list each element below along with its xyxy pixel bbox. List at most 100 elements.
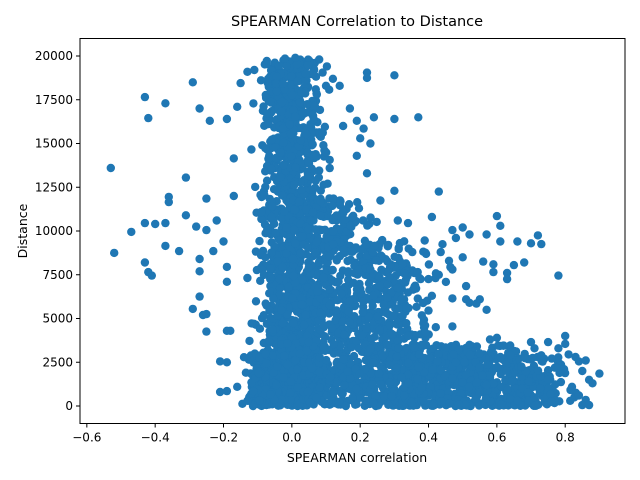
cluster-point [311, 225, 320, 234]
data-point [482, 380, 491, 390]
data-point [530, 344, 539, 353]
cluster-point [308, 140, 317, 149]
data-point [564, 350, 573, 359]
data-point [192, 222, 201, 231]
cluster-point [322, 148, 331, 157]
data-point [492, 333, 502, 342]
cluster-point [478, 371, 487, 380]
cluster-point [404, 379, 413, 388]
cluster-point [329, 227, 338, 236]
cluster-point [339, 245, 348, 255]
data-point [390, 186, 399, 195]
cluster-point [385, 272, 394, 282]
data-point [161, 218, 170, 228]
cluster-point [424, 260, 434, 269]
cluster-point [392, 363, 401, 373]
data-point [229, 154, 238, 163]
data-point [489, 267, 498, 277]
cluster-point [318, 128, 327, 137]
cluster-point [346, 221, 355, 231]
cluster-point [285, 120, 294, 129]
data-point [212, 216, 221, 225]
data-point [420, 328, 430, 337]
cluster-point [283, 360, 293, 370]
cluster-point [368, 248, 377, 257]
cluster-point [409, 343, 419, 352]
data-point [424, 274, 433, 284]
cluster-point [343, 367, 352, 376]
cluster-point [365, 285, 374, 295]
cluster-point [502, 366, 511, 376]
cluster-point [297, 300, 306, 309]
cluster-point [474, 401, 484, 410]
cluster-point [449, 350, 458, 359]
cluster-point [276, 173, 285, 182]
cluster-point [265, 306, 274, 315]
data-point [250, 65, 259, 75]
cluster-point [434, 349, 443, 359]
data-point [188, 78, 197, 87]
cluster-point [445, 399, 454, 408]
cluster-point [279, 138, 288, 147]
cluster-point [302, 205, 311, 214]
cluster-point [277, 213, 286, 223]
cluster-point [345, 374, 355, 383]
cluster-point [372, 217, 381, 227]
cluster-point [312, 152, 321, 161]
cluster-point [383, 242, 392, 251]
cluster-point [358, 216, 368, 225]
data-point [526, 239, 536, 248]
cluster-point [348, 247, 357, 256]
cluster-point [301, 310, 310, 320]
cluster-point [441, 277, 451, 287]
cluster-point [361, 396, 370, 405]
cluster-point [524, 377, 533, 386]
cluster-point [420, 236, 429, 245]
data-point [390, 71, 399, 80]
data-point [222, 326, 232, 335]
data-point [181, 173, 191, 182]
data-point [202, 225, 211, 235]
cluster-point [282, 249, 291, 258]
cluster-point [345, 317, 354, 327]
cluster-point [316, 211, 325, 221]
data-point [499, 341, 508, 350]
data-point [465, 298, 474, 307]
cluster-point [517, 362, 526, 371]
cluster-point [266, 87, 275, 96]
data-point [127, 227, 136, 237]
cluster-point [383, 280, 393, 289]
cluster-point [337, 389, 346, 398]
y-tick-label: 15000 [35, 137, 73, 151]
cluster-point [349, 211, 358, 220]
cluster-point [560, 368, 570, 378]
data-point [434, 270, 443, 279]
cluster-point [394, 304, 404, 313]
cluster-point [328, 240, 338, 249]
cluster-point [268, 202, 277, 211]
cluster-point [278, 79, 288, 88]
cluster-point [272, 79, 281, 88]
cluster-point [247, 145, 256, 154]
cluster-point [296, 249, 305, 258]
cluster-point [272, 72, 281, 82]
x-tick-label: 0.6 [487, 431, 506, 445]
cluster-point [404, 358, 413, 368]
cluster-point [387, 392, 397, 401]
data-point [356, 134, 365, 143]
cluster-point [289, 319, 298, 328]
data-point [202, 327, 211, 336]
cluster-point [347, 343, 356, 352]
cluster-point [328, 201, 337, 211]
y-tick-label: 17500 [35, 93, 73, 107]
cluster-point [311, 176, 320, 185]
cluster-point [266, 97, 275, 107]
cluster-point [329, 340, 338, 349]
y-tick-label: 7500 [42, 268, 73, 282]
data-point [209, 246, 218, 256]
data-point [482, 305, 491, 314]
data-point [352, 116, 361, 126]
data-point [315, 55, 324, 64]
data-point [451, 358, 461, 367]
cluster-point [332, 211, 341, 220]
